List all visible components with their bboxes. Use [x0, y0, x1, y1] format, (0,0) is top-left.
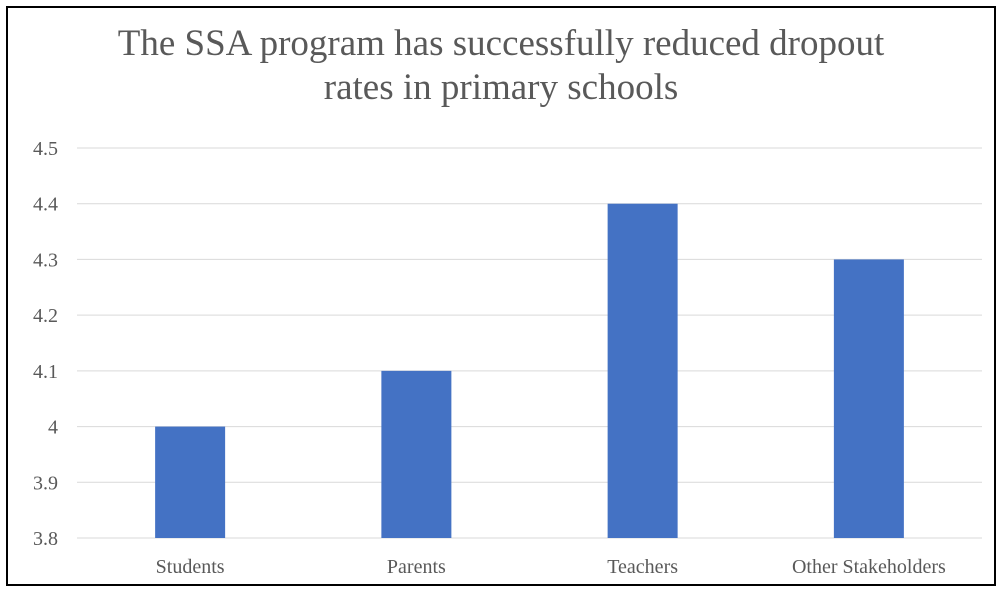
- bar-parents: [381, 370, 452, 538]
- bars: [155, 203, 904, 538]
- bar-other-stakeholders: [833, 259, 904, 538]
- y-tick-label: 4.5: [33, 138, 58, 160]
- bar-teachers: [607, 203, 678, 538]
- y-axis-ticks: 3.8 3.9 4 4.1 4.2 4.3 4.4 4.5: [33, 138, 58, 550]
- x-axis-ticks: Students Parents Teachers Other Stakeholder…: [156, 556, 946, 578]
- gridlines: [77, 147, 982, 539]
- bar-students: [155, 426, 226, 538]
- y-tick-label: 4: [48, 417, 58, 439]
- y-tick-label: 4.1: [33, 361, 58, 383]
- y-tick-label: 4.4: [33, 194, 58, 216]
- x-tick-label: Parents: [387, 556, 446, 578]
- x-tick-label: Other Stakeholders: [792, 556, 946, 578]
- x-tick-label: Teachers: [607, 556, 678, 578]
- y-tick-label: 3.8: [33, 528, 58, 550]
- chart-title: The SSA program has successfully reduced…: [117, 23, 885, 108]
- y-tick-label: 4.2: [33, 305, 58, 327]
- y-tick-label: 4.3: [33, 249, 58, 271]
- x-tick-label: Students: [156, 556, 225, 578]
- y-tick-label: 3.9: [33, 472, 58, 494]
